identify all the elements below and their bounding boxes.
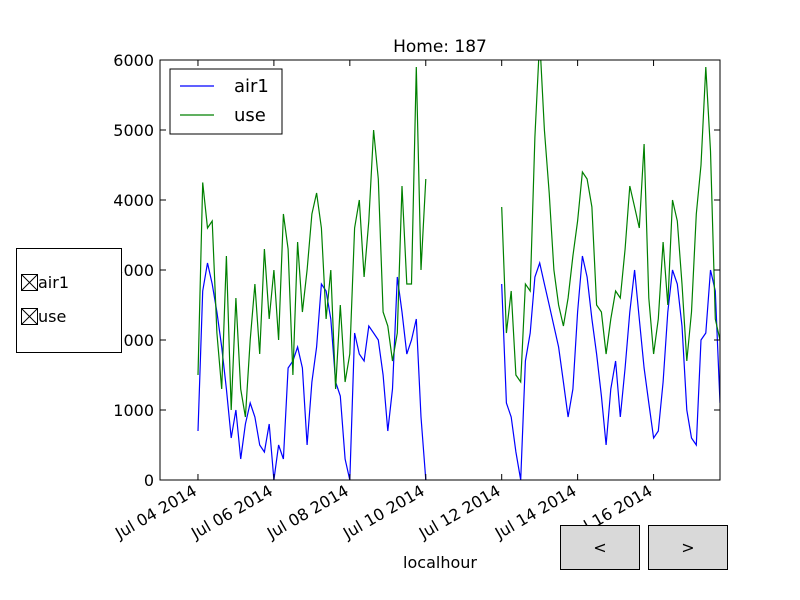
y-tick-label: 2000 <box>113 331 154 350</box>
series-line-air1 <box>197 255 720 480</box>
x-tick-label: Jul 06 2014 <box>187 481 276 543</box>
y-tick-label: 4000 <box>113 191 154 210</box>
legend-box <box>169 68 283 135</box>
x-axis-label: localhour <box>403 553 477 572</box>
y-tick-label: 5000 <box>113 121 154 140</box>
prev-button[interactable]: < <box>560 525 640 570</box>
x-tick-label: Jul 08 2014 <box>263 481 352 543</box>
y-axis: 0 1000 2000 3000 4000 5000 6000 <box>113 51 720 490</box>
checked-box-icon <box>21 274 38 291</box>
plot-area <box>197 60 720 480</box>
check-label-air1: air1 <box>38 273 70 292</box>
x-tick-label: Jul 10 2014 <box>339 481 428 543</box>
series-check-panel: air1 use <box>16 248 122 353</box>
legend: air1 use <box>169 68 283 135</box>
legend-label-use: use <box>234 105 266 126</box>
check-use[interactable]: use <box>21 307 66 326</box>
y-tick-label: 0 <box>144 471 154 490</box>
x-tick-label: Jul 04 2014 <box>111 481 200 543</box>
check-label-use: use <box>38 307 67 326</box>
series-line-use <box>197 60 720 418</box>
next-button[interactable]: > <box>648 525 728 570</box>
checked-box-icon <box>21 308 38 325</box>
y-tick-label: 3000 <box>113 261 154 280</box>
legend-label-air1: air1 <box>234 76 269 97</box>
y-tick-label: 6000 <box>113 51 154 70</box>
x-tick-label: Jul 12 2014 <box>415 481 504 543</box>
y-tick-label: 1000 <box>113 401 154 420</box>
check-air1[interactable]: air1 <box>21 273 69 292</box>
chart-title: Home: 187 <box>393 37 487 57</box>
